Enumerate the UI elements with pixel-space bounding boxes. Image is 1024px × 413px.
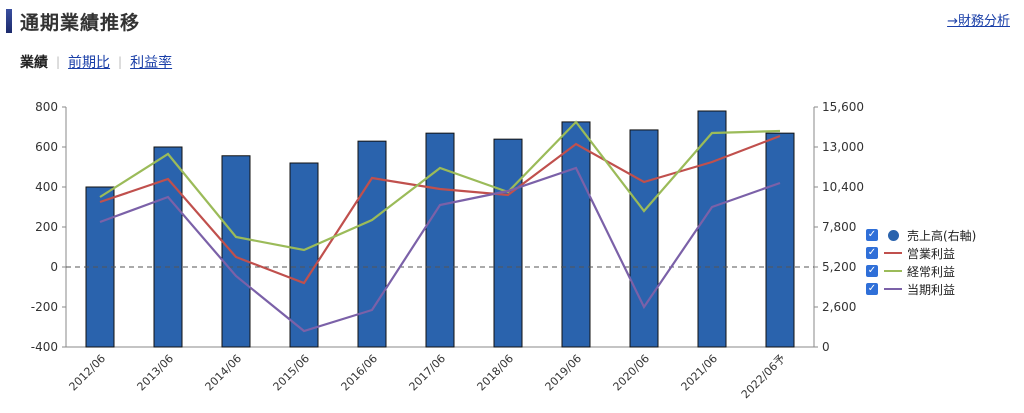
category-label: 2021/06 [679, 352, 721, 394]
right-tick-label: 5,200 [822, 260, 856, 274]
legend-label: 経常利益 [907, 264, 956, 279]
section-header: 通期業績推移 [6, 8, 140, 34]
tab-results[interactable]: 業績 [20, 55, 48, 71]
tab-separator: | [118, 55, 123, 69]
sales-bar [221, 155, 251, 348]
category-label: 2015/06 [271, 352, 313, 394]
category-label: 2017/06 [407, 352, 449, 394]
tab-yoy[interactable]: 前期比 [68, 55, 111, 71]
category-label: 2022/06予 [739, 352, 788, 401]
financial-analysis-link[interactable]: →財務分析 [947, 14, 1010, 29]
legend-item-net-profit[interactable]: ✓ 当期利益 [866, 280, 976, 298]
checkbox-icon[interactable]: ✓ [866, 265, 878, 277]
checkbox-icon[interactable]: ✓ [866, 229, 878, 241]
legend-item-sales[interactable]: ✓ 売上高(右軸) [866, 226, 976, 244]
category-label: 2020/06 [611, 352, 653, 394]
tab-bar: 業績 | 前期比 | 利益率 [20, 52, 172, 72]
sales-bar [289, 162, 319, 348]
sales-bar [629, 129, 659, 348]
left-tick-label: -200 [31, 300, 58, 314]
right-tick-label: 7,800 [822, 220, 856, 234]
sales-bar [493, 138, 523, 348]
tab-margin[interactable]: 利益率 [130, 55, 173, 71]
category-label: 2016/06 [339, 352, 381, 394]
legend-line-icon [884, 288, 902, 290]
legend-label: 営業利益 [907, 246, 956, 261]
left-tick-label: 800 [35, 100, 58, 114]
left-tick-label: 0 [50, 260, 58, 274]
right-tick-label: 13,000 [822, 140, 864, 154]
category-label: 2012/06 [67, 352, 109, 394]
right-tick-label: 15,600 [822, 100, 864, 114]
checkbox-icon[interactable]: ✓ [866, 283, 878, 295]
checkbox-icon[interactable]: ✓ [866, 247, 878, 259]
sales-bar [153, 146, 183, 348]
legend-dot-icon [887, 229, 899, 241]
right-tick-label: 2,600 [822, 300, 856, 314]
left-tick-label: -400 [31, 340, 58, 354]
profit-line-2 [99, 120, 781, 252]
sales-bar [561, 121, 591, 348]
category-label: 2013/06 [135, 352, 177, 394]
profit-line-1 [99, 134, 781, 285]
profit-line-3 [99, 166, 781, 333]
tab-separator: | [56, 55, 61, 69]
sales-bar [697, 110, 727, 348]
right-tick-label: 0 [822, 340, 830, 354]
sales-bar [765, 132, 795, 348]
performance-chart: 800 600 400 200 0 -200 -400 15,600 13,000 10,400 7… [31, 100, 864, 401]
sales-bar [425, 132, 455, 348]
page-title: 通期業績推移 [20, 11, 141, 34]
title-marker [6, 9, 12, 33]
legend-label: 当期利益 [907, 282, 956, 297]
legend-label: 売上高(右軸) [907, 228, 977, 243]
legend-item-operating-profit[interactable]: ✓ 営業利益 [866, 244, 976, 262]
sales-bar [357, 140, 387, 348]
left-tick-label: 600 [35, 140, 58, 154]
legend-line-icon [884, 252, 902, 254]
category-label: 2014/06 [203, 352, 245, 394]
chart-legend: ✓ 売上高(右軸) ✓ 営業利益 ✓ 経常利益 ✓ 当期利益 [866, 226, 976, 298]
category-label: 2019/06 [543, 352, 585, 394]
legend-line-icon [884, 270, 902, 272]
left-tick-label: 400 [35, 180, 58, 194]
legend-item-ordinary-profit[interactable]: ✓ 経常利益 [866, 262, 976, 280]
sales-bar [85, 186, 115, 348]
left-tick-label: 200 [35, 220, 58, 234]
category-label: 2018/06 [475, 352, 517, 394]
right-tick-label: 10,400 [822, 180, 864, 194]
